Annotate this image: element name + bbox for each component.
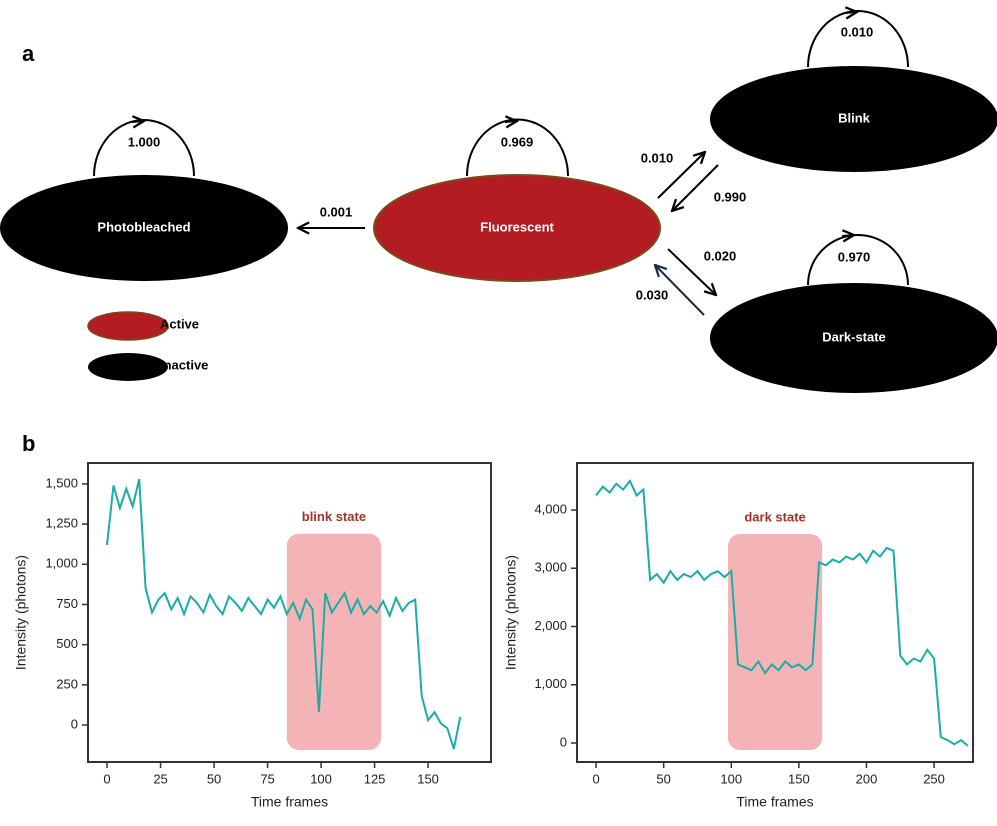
node-label: Photobleached bbox=[97, 219, 190, 234]
y-tick-label: 2,000 bbox=[534, 618, 567, 633]
x-tick-label: 75 bbox=[260, 771, 274, 786]
node-label: Dark-state bbox=[822, 329, 886, 344]
x-tick-label: 100 bbox=[720, 771, 742, 786]
panel-label: a bbox=[22, 41, 35, 66]
x-tick-label: 125 bbox=[364, 771, 386, 786]
x-tick-label: 25 bbox=[153, 771, 167, 786]
y-tick-label: 0 bbox=[560, 734, 567, 749]
transition-label: 0.030 bbox=[636, 287, 669, 302]
y-tick-label: 1,250 bbox=[45, 516, 78, 531]
x-tick-label: 250 bbox=[923, 771, 945, 786]
x-tick-label: 200 bbox=[856, 771, 878, 786]
y-tick-label: 500 bbox=[56, 636, 78, 651]
loop-arrow bbox=[504, 121, 517, 122]
y-tick-label: 250 bbox=[56, 676, 78, 691]
plot-frame bbox=[87, 462, 492, 763]
y-tick-label: 1,000 bbox=[534, 676, 567, 691]
transition-label: 0.001 bbox=[320, 204, 353, 219]
node bbox=[0, 175, 288, 281]
plot-frame bbox=[576, 462, 974, 763]
y-tick-label: 1,000 bbox=[45, 556, 78, 571]
x-tick-label: 0 bbox=[592, 771, 599, 786]
panel-label: b bbox=[22, 431, 35, 456]
x-tick-label: 150 bbox=[417, 771, 439, 786]
legend-swatch bbox=[88, 353, 168, 381]
highlight-region bbox=[286, 533, 381, 750]
highlight-label: blink state bbox=[302, 509, 366, 524]
y-tick-label: 3,000 bbox=[534, 560, 567, 575]
loop-arrow bbox=[131, 121, 144, 122]
y-tick-label: 1,500 bbox=[45, 475, 78, 490]
y-axis-label: Intensity (photons) bbox=[503, 555, 519, 670]
legend-label: Inactive bbox=[160, 357, 208, 372]
transition-label: 0.990 bbox=[714, 189, 747, 204]
loop-label: 0.969 bbox=[501, 134, 534, 149]
node-label: Fluorescent bbox=[480, 219, 554, 234]
highlight-label: dark state bbox=[744, 509, 805, 524]
loop-arrow bbox=[841, 235, 854, 236]
transition-label: 0.010 bbox=[641, 150, 674, 165]
loop-arrow bbox=[844, 12, 857, 13]
x-axis-label: Time frames bbox=[736, 794, 813, 810]
x-tick-label: 100 bbox=[310, 771, 332, 786]
x-tick-label: 50 bbox=[656, 771, 670, 786]
transition-arrow bbox=[657, 152, 705, 199]
loop-label: 0.970 bbox=[838, 249, 871, 264]
x-tick-label: 150 bbox=[788, 771, 810, 786]
y-tick-label: 4,000 bbox=[534, 501, 567, 516]
legend-label: Active bbox=[160, 316, 199, 331]
y-tick-label: 0 bbox=[71, 716, 78, 731]
highlight-region bbox=[728, 534, 823, 751]
transition-label: 0.020 bbox=[704, 248, 737, 263]
self-loop bbox=[807, 234, 909, 286]
legend-swatch bbox=[87, 311, 169, 341]
data-line bbox=[595, 478, 969, 747]
y-axis-label: Intensity (photons) bbox=[13, 555, 29, 670]
node bbox=[373, 174, 661, 282]
node bbox=[710, 283, 997, 393]
y-tick-label: 750 bbox=[56, 596, 78, 611]
transition-arrow bbox=[655, 265, 705, 316]
node-label: Blink bbox=[838, 110, 871, 125]
data-line bbox=[106, 478, 462, 750]
x-axis-label: Time frames bbox=[251, 794, 328, 810]
node bbox=[710, 66, 997, 172]
loop-label: 0.010 bbox=[841, 24, 874, 39]
x-tick-label: 0 bbox=[103, 771, 110, 786]
transition-arrow bbox=[672, 164, 719, 211]
x-tick-label: 50 bbox=[207, 771, 221, 786]
loop-label: 1.000 bbox=[128, 134, 161, 149]
transition-arrow bbox=[667, 248, 716, 295]
